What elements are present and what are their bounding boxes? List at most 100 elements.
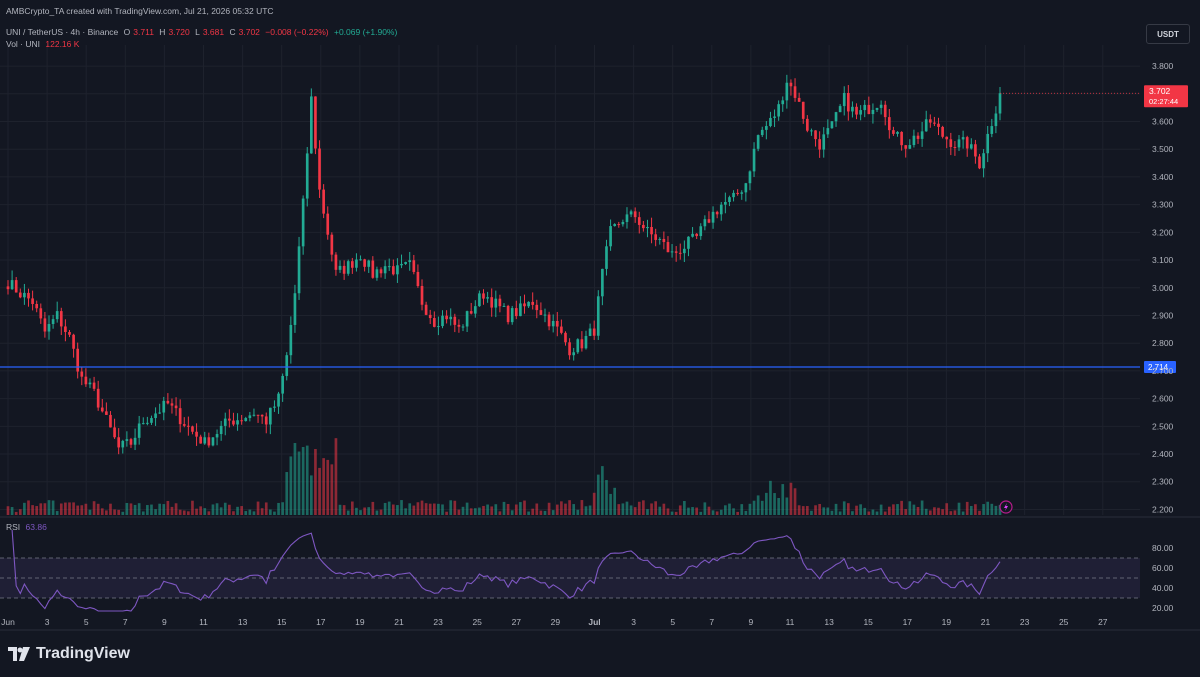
volume-bar (10, 507, 14, 515)
candle-body (363, 259, 366, 267)
candle-body (707, 219, 711, 223)
candle-body (822, 134, 826, 150)
currency-button[interactable]: USDT (1146, 24, 1190, 44)
volume-bar (994, 505, 998, 515)
volume-bar (547, 502, 551, 515)
volume-bar (654, 501, 658, 515)
volume-bar (228, 504, 231, 515)
volume-bar (736, 511, 739, 515)
candle-body (129, 439, 133, 445)
candle-body (59, 311, 63, 327)
candle-body (10, 280, 14, 290)
volume-bar (141, 511, 145, 515)
volume-bar (920, 500, 924, 515)
candle-body (211, 437, 215, 446)
candle-body (43, 318, 47, 332)
candle-body (637, 217, 641, 225)
volume-bar (601, 466, 604, 515)
candle-body (187, 425, 190, 427)
volume-bar (703, 502, 707, 515)
volume-bar (490, 506, 494, 515)
volume-bar (342, 505, 346, 515)
volume-label[interactable]: Vol · UNI (6, 39, 41, 49)
candle-body (789, 82, 793, 87)
candle-body (428, 314, 432, 319)
volume-bar (666, 508, 670, 515)
volume-bar (187, 511, 190, 515)
candle-body (724, 201, 727, 205)
volume-bar (908, 501, 912, 515)
volume-bar (588, 505, 592, 515)
volume-bar (777, 498, 780, 515)
candle-body (748, 171, 752, 184)
volume-bar (109, 503, 112, 515)
candle-body (264, 416, 268, 425)
candle-body (338, 265, 342, 270)
volume-bar (769, 480, 772, 515)
hline-layer[interactable]: 2.714 (0, 361, 1176, 374)
candle-body (842, 92, 846, 107)
time-tick-label: 29 (551, 617, 561, 627)
candle-body (728, 197, 731, 202)
candle-body (35, 303, 39, 309)
candle-body (711, 211, 715, 223)
volume-bar (248, 509, 252, 515)
volume-bar (223, 502, 227, 515)
volume-bar (953, 510, 957, 515)
candle-body (539, 310, 543, 315)
high-label: H (159, 27, 166, 37)
rsi-label[interactable]: RSI (6, 522, 21, 532)
volume-bar (506, 504, 510, 515)
candle-body (879, 104, 883, 108)
volume-bar (396, 505, 399, 515)
volume-bar (285, 472, 289, 515)
volume-bar (432, 503, 436, 515)
candle-body (732, 192, 735, 198)
candle-body (793, 86, 797, 98)
price-tick-label: 3.800 (1152, 61, 1174, 71)
price-tick-label: 3.100 (1152, 255, 1174, 265)
candle-body (916, 135, 920, 139)
price-tick-label: 2.700 (1152, 366, 1174, 376)
candle-body (64, 326, 67, 333)
volume-bar (711, 510, 715, 515)
volume-bar (617, 504, 621, 515)
legend-symbol-row: UNI / TetherUS · 4h · Binance O 3.711 H 3.… (6, 27, 400, 37)
candle-body (994, 113, 998, 127)
volume-bar (912, 504, 916, 515)
volume-bar (461, 506, 465, 515)
candle-body (84, 376, 88, 385)
symbol-label[interactable]: UNI / TetherUS · 4h · Binance (6, 27, 119, 37)
candle-body (564, 332, 567, 343)
candle-body (953, 146, 957, 148)
price-tick-label: 3.600 (1152, 117, 1174, 127)
candle-body (527, 301, 530, 307)
candle-body (482, 293, 485, 299)
volume-bar (514, 504, 518, 515)
candle-body (88, 382, 92, 385)
tradingview-logo[interactable]: TradingView (8, 645, 130, 663)
candle-body (629, 211, 633, 215)
volume-bar (297, 451, 301, 515)
high-value: 3.720 (168, 27, 190, 37)
volume-bar (23, 502, 26, 515)
volume-bar (117, 509, 121, 515)
volume-bar (855, 505, 858, 515)
volume-bar (674, 511, 678, 515)
candle-body (371, 260, 375, 278)
candle-body (72, 334, 75, 349)
time-tick-label: 5 (670, 617, 675, 627)
volume-bar (806, 506, 809, 515)
candle-layer (6, 74, 1002, 455)
candle-body (777, 104, 780, 117)
last-price-tag (1144, 85, 1188, 108)
volume-bar (244, 511, 248, 515)
volume-bar (613, 487, 617, 515)
volume-bar (535, 503, 539, 515)
brand-text: TradingView (36, 645, 130, 662)
volume-bar (359, 510, 362, 515)
volume-bar (859, 504, 862, 515)
candle-body (781, 100, 785, 105)
volume-bar (113, 509, 116, 515)
